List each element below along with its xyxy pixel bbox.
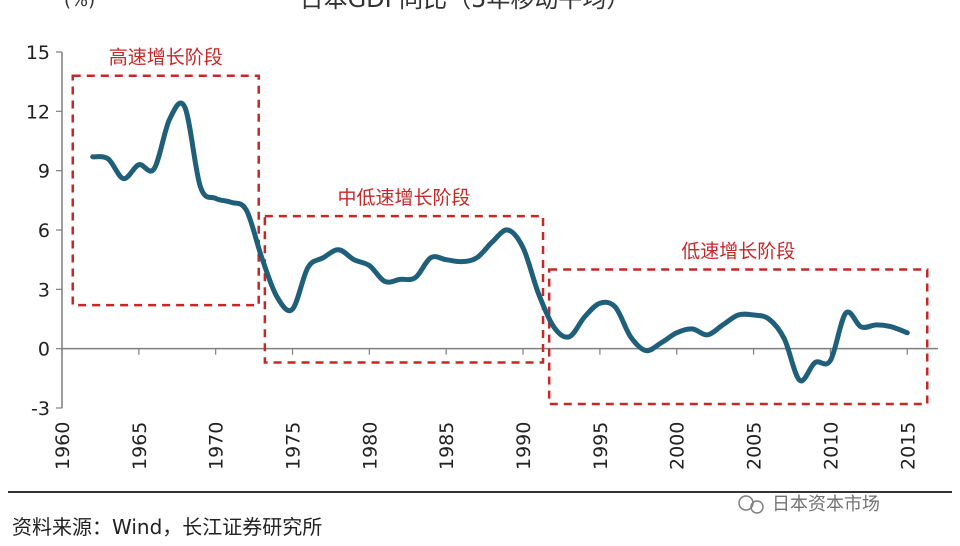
x-tick-label: 1990 (513, 422, 535, 470)
y-tick-label: -3 (31, 398, 50, 420)
x-tick-label: 2010 (820, 422, 842, 470)
x-tick-label: 2015 (897, 422, 919, 470)
y-tick-label: 0 (38, 339, 50, 361)
x-tick-label: 1970 (206, 422, 228, 470)
x-tick-label: 1985 (436, 422, 458, 470)
y-unit-label: (%) (64, 0, 95, 11)
series-layer (90, 100, 910, 384)
stage-box-2 (263, 214, 545, 364)
x-tick-label: 1965 (129, 422, 151, 470)
watermark-text: 日本资本市场 (772, 494, 880, 515)
stage-box-3 (547, 268, 929, 406)
y-tick-label: 9 (38, 161, 50, 183)
stage-label-2: 中低速增长阶段 (337, 187, 470, 209)
x-tick-label: 1980 (359, 422, 381, 470)
source-note: 资料来源：Wind，长江证券研究所 (12, 515, 322, 539)
x-tick-label: 1960 (52, 422, 74, 470)
x-tick-label: 2005 (744, 422, 766, 470)
series-line-1 (90, 100, 910, 384)
stage-box-1 (71, 74, 260, 307)
y-tick-label: 6 (38, 220, 50, 242)
x-tick-label: 2000 (667, 422, 689, 470)
x-tick-label: 1995 (590, 422, 612, 470)
y-tick-label: 15 (26, 42, 50, 64)
y-tick-label: 12 (26, 101, 50, 123)
chart-title: 日本GDP同比（5年移动平均） (300, 0, 631, 13)
chat-icon-secondary (750, 500, 764, 514)
x-tick-label: 1975 (283, 422, 305, 470)
stage-label-3: 低速增长阶段 (681, 241, 795, 263)
stage-label-1: 高速增长阶段 (109, 47, 223, 69)
y-tick-label: 3 (38, 279, 50, 301)
watermark: 日本资本市场 (738, 494, 880, 515)
